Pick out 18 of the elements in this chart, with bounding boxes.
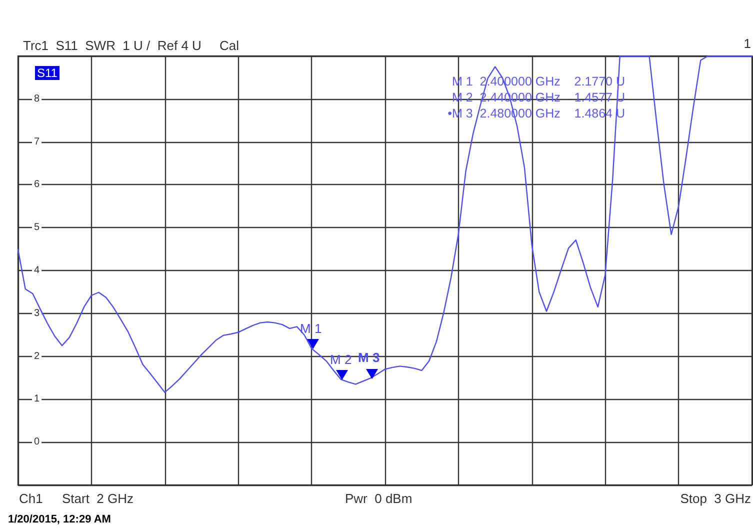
y-tick-label: 3: [34, 308, 40, 319]
y-tick-label: 2: [34, 350, 40, 362]
y-tick-label: 4: [34, 265, 40, 276]
y-tick-label: 6: [34, 179, 40, 190]
y-tick-label: 8: [34, 93, 40, 104]
y-tick-label: 7: [34, 136, 40, 148]
y-tick-label: 1: [34, 394, 40, 405]
text: 1: [744, 36, 752, 51]
chart-title: Trc1 S11 SWR 1 U / Ref 4 U Cal: [23, 38, 240, 53]
text: Stop 3 GHz: [680, 491, 752, 506]
y-tick-label: 0: [34, 436, 40, 448]
annotation: S11: [37, 66, 58, 80]
y-tick-label: 5: [34, 222, 40, 234]
text: Ch1: [19, 491, 43, 506]
text: Start 2 GHz: [62, 491, 134, 506]
text: Pwr 0 dBm: [345, 491, 412, 506]
text: 1/20/2015, 12:29 AM: [8, 514, 111, 526]
annotation: M 1: [300, 321, 322, 336]
